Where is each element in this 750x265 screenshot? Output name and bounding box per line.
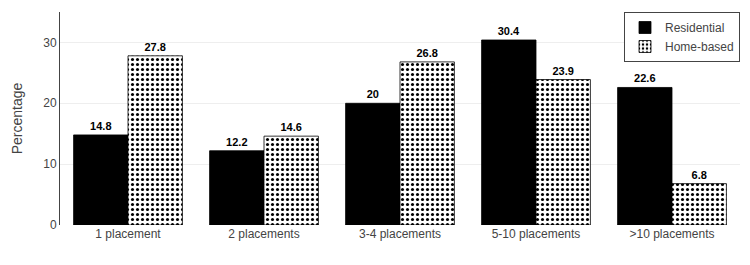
svg-text:Residential: Residential (665, 21, 724, 35)
svg-text:10: 10 (43, 157, 57, 171)
svg-text:2 placements: 2 placements (228, 227, 299, 241)
svg-text:>10 placements: >10 placements (629, 227, 714, 241)
svg-text:1 placement: 1 placement (95, 227, 161, 241)
svg-text:Percentage: Percentage (9, 82, 25, 154)
svg-text:30: 30 (43, 36, 57, 50)
svg-text:5-10 placements: 5-10 placements (492, 227, 581, 241)
svg-text:14.6: 14.6 (280, 121, 301, 133)
svg-text:22.6: 22.6 (634, 72, 655, 84)
svg-text:20: 20 (43, 96, 57, 110)
svg-text:27.8: 27.8 (144, 41, 165, 53)
svg-text:6.8: 6.8 (692, 169, 707, 181)
svg-text:0: 0 (50, 218, 57, 232)
svg-text:26.8: 26.8 (416, 47, 437, 59)
svg-text:3-4 placements: 3-4 placements (359, 227, 441, 241)
svg-text:Home-based: Home-based (665, 40, 734, 54)
svg-text:14.8: 14.8 (90, 120, 111, 132)
svg-text:30.4: 30.4 (498, 25, 520, 37)
svg-text:23.9: 23.9 (552, 65, 573, 77)
svg-text:20: 20 (367, 88, 379, 100)
svg-text:12.2: 12.2 (226, 136, 247, 148)
